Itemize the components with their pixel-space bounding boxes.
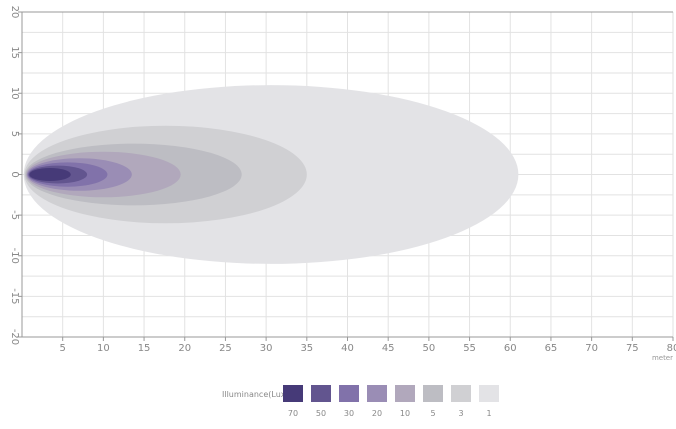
legend-title: Illuminance(Lux) [222,390,289,399]
legend-swatch-10 [395,385,415,402]
legend-label-20: 20 [372,409,382,418]
x-tick-label: 70 [585,343,598,354]
y-tick-label: 15 [9,46,20,59]
legend-swatch-50 [311,385,331,402]
x-tick-label: 55 [463,343,476,354]
y-tick-label: -10 [9,248,20,264]
legend-swatch-5 [423,385,443,402]
x-tick-label: 25 [219,343,232,354]
y-tick-label: 20 [9,6,20,19]
y-tick-label: -20 [9,329,20,345]
x-tick-label: 30 [260,343,273,354]
legend-swatch-70 [283,385,303,402]
x-tick-label: 20 [178,343,191,354]
x-tick-label: 75 [626,343,639,354]
x-tick-label: 35 [300,343,313,354]
legend-label-1: 1 [486,409,491,418]
y-tick-label: 0 [9,171,20,177]
y-tick-label: -15 [9,288,20,304]
y-tick-label: 10 [9,87,20,100]
x-tick-label: 15 [138,343,151,354]
legend-label-3: 3 [458,409,463,418]
legend-label-30: 30 [344,409,354,418]
contours [23,85,519,264]
y-tick-label: -5 [9,210,20,220]
legend-label-70: 70 [288,409,298,418]
x-tick-label: 45 [382,343,395,354]
legend-swatch-20 [367,385,387,402]
x-tick-label: 65 [545,343,558,354]
axes: 510152025303540455055606570758020151050-… [9,6,676,362]
y-tick-label: 5 [9,131,20,137]
x-axis-label: meter [652,354,673,362]
x-tick-label: 50 [423,343,436,354]
legend-label-10: 10 [400,409,410,418]
legend-label-5: 5 [430,409,435,418]
isolux-contour-70 [29,168,71,181]
legend-swatch-3 [451,385,471,402]
x-tick-label: 80 [667,343,676,354]
x-tick-label: 60 [504,343,517,354]
x-tick-label: 40 [341,343,354,354]
legend-label-50: 50 [316,409,326,418]
legend: Illuminance(Lux) 70 50 30 20 10 5 3 1 [222,385,499,418]
x-tick-label: 10 [97,343,110,354]
legend-swatch-30 [339,385,359,402]
legend-swatch-1 [479,385,499,402]
x-tick-label: 5 [60,343,66,354]
